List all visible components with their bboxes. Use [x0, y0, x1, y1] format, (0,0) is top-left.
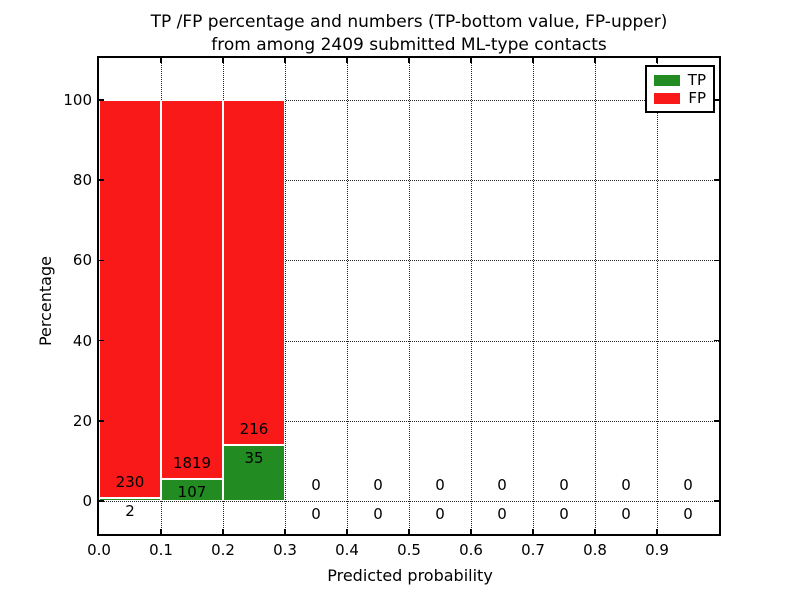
x-tick-label-0.6: 0.6 [459, 541, 483, 559]
chart-title: TP /FP percentage and numbers (TP-bottom… [79, 11, 739, 57]
fp-count-label-bin-0.6: 0 [497, 476, 507, 494]
legend-item-tp: TP [654, 70, 706, 89]
tp-bar-bin-0.2 [223, 445, 285, 501]
x-tick-label-0.7: 0.7 [521, 541, 545, 559]
chart-title-line1: TP /FP percentage and numbers (TP-bottom… [150, 12, 668, 32]
x-tick-label-0.2: 0.2 [211, 541, 235, 559]
y-tick-label-0: 0 [82, 492, 92, 510]
tp-count-label-bin-0.8: 0 [621, 505, 631, 523]
x-tick-bottom-0.7 [532, 529, 534, 534]
x-tick-label-0.8: 0.8 [583, 541, 607, 559]
tp-count-label-bin-0.7: 0 [559, 505, 569, 523]
tp-count-label-bin-0.1: 107 [177, 482, 207, 501]
fp-count-label-bin-0.5: 0 [435, 476, 445, 494]
x-tick-label-0.9: 0.9 [645, 541, 669, 559]
x-tick-bottom-0.4 [346, 529, 348, 534]
x-tick-top-0.1 [160, 58, 162, 63]
x-axis-label: Predicted probability [327, 566, 493, 585]
y-tick-left-60 [99, 259, 104, 262]
x-tick-top-0.6 [470, 58, 472, 63]
y-tick-right-0 [714, 500, 719, 502]
tp-count-label-bin-0.9: 0 [683, 505, 693, 523]
gridline-x-0.6 [471, 58, 472, 534]
y-tick-right-60 [714, 259, 719, 262]
y-tick-label-20: 20 [72, 411, 92, 430]
x-tick-bottom-0.9 [656, 529, 658, 534]
y-tick-left-80 [99, 179, 104, 181]
x-tick-label-0.4: 0.4 [335, 541, 359, 559]
tp-count-label-bin-0.6: 0 [497, 505, 507, 523]
y-tick-left-100 [99, 99, 104, 101]
x-tick-label-0.3: 0.3 [273, 541, 297, 559]
fp-bar-bin-0.2 [223, 100, 285, 446]
x-tick-top-0.7 [532, 58, 534, 63]
fp-bar-bin-0 [99, 100, 161, 498]
y-axis-label: Percentage [36, 256, 55, 347]
y-tick-label-80: 80 [72, 171, 92, 190]
fp-count-label-bin-0: 230 [115, 472, 145, 491]
fp-count-label-bin-0.4: 0 [373, 476, 383, 494]
x-tick-top-0.9 [656, 58, 658, 63]
legend: TP FP [645, 65, 715, 113]
y-tick-left-20 [99, 420, 104, 422]
y-tick-label-60: 60 [72, 251, 92, 270]
fp-count-label-bin-0.3: 0 [311, 476, 321, 494]
x-tick-label-0.1: 0.1 [149, 541, 173, 559]
gridline-x-0.9 [657, 58, 658, 534]
x-tick-bottom-0.3 [284, 529, 286, 534]
x-tick-label-0.5: 0.5 [397, 541, 421, 559]
y-tick-label-100: 100 [63, 91, 92, 109]
tp-legend-label: TP [687, 70, 706, 89]
gridline-x-0.8 [595, 58, 596, 534]
fp-count-label-bin-0.8: 0 [621, 476, 631, 494]
tp-count-label-bin-0.2: 35 [244, 449, 264, 468]
y-tick-left-40 [99, 339, 104, 342]
gridline-x-0.4 [347, 58, 348, 534]
fp-count-label-bin-0.7: 0 [559, 476, 569, 494]
fp-count-label-bin-0.2: 216 [239, 420, 269, 439]
tp-count-label-bin-0.3: 0 [311, 505, 321, 523]
tp-bar-bin-0 [99, 497, 161, 501]
x-tick-top-0.2 [222, 58, 224, 63]
x-tick-bottom-0.2 [222, 529, 224, 534]
gridline-x-0.5 [409, 58, 410, 534]
y-tick-right-80 [714, 179, 719, 181]
y-tick-left-0 [99, 500, 104, 502]
chart-title-line2: from among 2409 submitted ML-type contac… [211, 35, 607, 55]
x-tick-top-0.5 [408, 58, 410, 63]
x-tick-bottom-0.6 [470, 529, 472, 534]
y-tick-right-40 [714, 339, 719, 342]
x-tick-top-0.4 [346, 58, 348, 63]
gridline-x-0.7 [533, 58, 534, 534]
x-tick-label-0.0: 0.0 [87, 541, 111, 559]
x-tick-bottom-0.8 [594, 529, 596, 534]
y-tick-label-40: 40 [72, 331, 92, 350]
tp-count-label-bin-0.4: 0 [373, 505, 383, 523]
fp-legend-label: FP [688, 88, 706, 107]
tp-count-label-bin-0.5: 0 [435, 505, 445, 523]
legend-item-fp: FP [654, 88, 706, 107]
fp-count-label-bin-0.1: 1819 [172, 453, 212, 472]
x-tick-bottom-0.1 [160, 529, 162, 534]
x-tick-top-0.3 [284, 58, 286, 63]
y-tick-right-100 [714, 99, 719, 101]
tp-legend-swatch [654, 74, 680, 86]
fp-bar-bin-0.1 [161, 100, 223, 479]
y-tick-right-20 [714, 420, 719, 422]
fp-count-label-bin-0.9: 0 [683, 476, 693, 494]
x-tick-bottom-0.5 [408, 529, 410, 534]
x-tick-top-0.8 [594, 58, 596, 63]
tp-bar-bin-0.1 [161, 478, 223, 501]
tp-count-label-bin-0: 2 [125, 501, 135, 520]
gridline-x-0.3 [285, 58, 286, 534]
plot-area: TP FP 230 2 1819 107 216 35 0 0 0 0 0 0 0 0 0 0 0 0 0 0 [99, 58, 719, 534]
fp-legend-swatch [654, 92, 681, 104]
